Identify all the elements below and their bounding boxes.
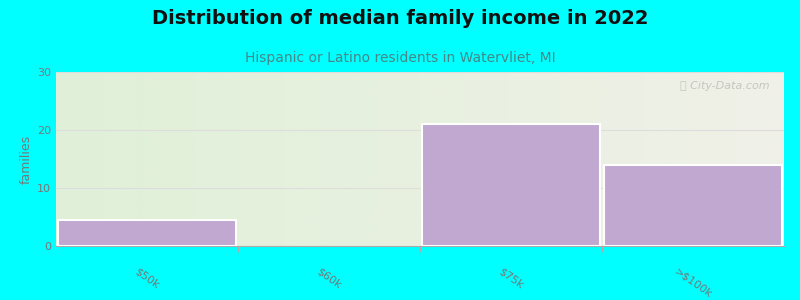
Text: $60k: $60k xyxy=(315,266,343,290)
Bar xyxy=(604,165,782,246)
Bar xyxy=(58,220,236,246)
Bar xyxy=(422,124,600,246)
Y-axis label: families: families xyxy=(20,134,33,184)
Text: Distribution of median family income in 2022: Distribution of median family income in … xyxy=(152,9,648,28)
Text: ⓘ City-Data.com: ⓘ City-Data.com xyxy=(680,81,770,91)
Text: $75k: $75k xyxy=(497,266,525,290)
Text: $50k: $50k xyxy=(133,266,161,290)
Text: Hispanic or Latino residents in Watervliet, MI: Hispanic or Latino residents in Watervli… xyxy=(245,51,555,65)
Text: >$100k: >$100k xyxy=(672,266,714,300)
